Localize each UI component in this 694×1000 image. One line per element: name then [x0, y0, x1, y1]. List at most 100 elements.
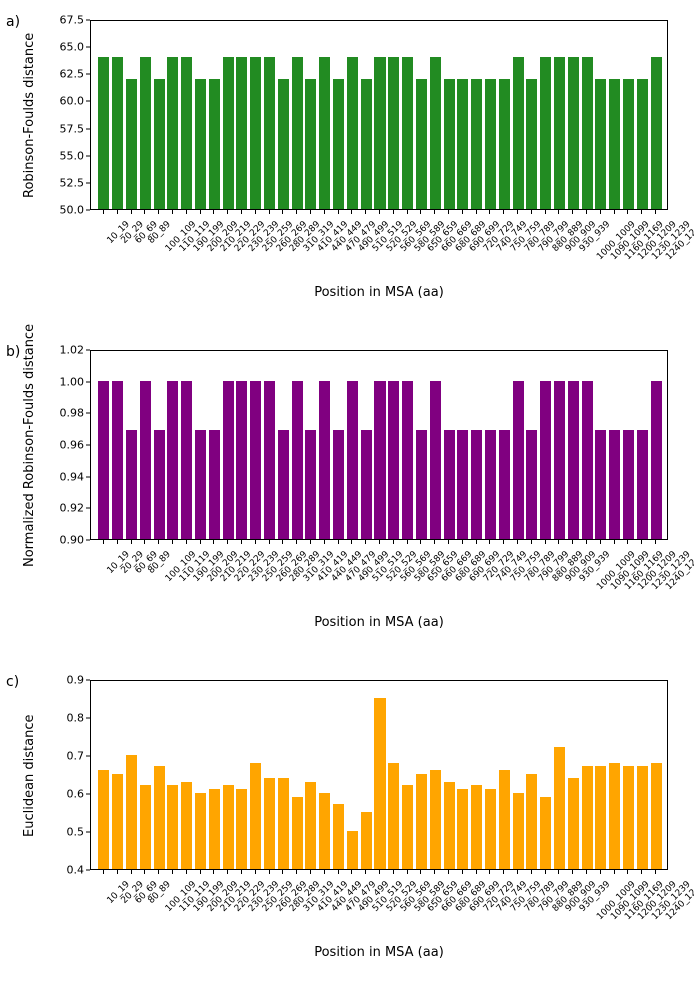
- bar: [126, 755, 137, 869]
- bar: [209, 79, 220, 209]
- xtick-mark: [641, 210, 642, 214]
- bar: [278, 79, 289, 209]
- bar: [485, 79, 496, 209]
- bar: [209, 789, 220, 869]
- ytick-label: 52.5: [60, 176, 85, 189]
- bar: [347, 381, 358, 539]
- xtick-mark: [503, 540, 504, 544]
- xtick-mark: [213, 210, 214, 214]
- xtick-mark: [282, 540, 283, 544]
- bar: [319, 793, 330, 869]
- bar: [388, 57, 399, 209]
- ytick-label: 62.5: [60, 68, 85, 81]
- xtick-mark: [572, 870, 573, 874]
- bar: [416, 430, 427, 539]
- bar: [651, 763, 662, 869]
- xtick-mark: [103, 540, 104, 544]
- xtick-mark: [131, 540, 132, 544]
- xtick-mark: [131, 210, 132, 214]
- bar: [388, 381, 399, 539]
- xtick-mark: [489, 540, 490, 544]
- bar: [112, 57, 123, 209]
- xtick-mark: [310, 870, 311, 874]
- xtick-mark: [296, 210, 297, 214]
- bar: [292, 381, 303, 539]
- bar: [361, 430, 372, 539]
- bar: [126, 79, 137, 209]
- chart-b: Normalized Robinson-Foulds distance 0.90…: [0, 350, 694, 660]
- bar: [236, 381, 247, 539]
- bar: [595, 766, 606, 869]
- bar: [250, 57, 261, 209]
- ytick-label: 0.98: [60, 407, 85, 420]
- bar: [402, 381, 413, 539]
- bar: [444, 430, 455, 539]
- bar: [499, 79, 510, 209]
- xtick-mark: [614, 870, 615, 874]
- xtick-mark: [172, 210, 173, 214]
- xtick-mark: [448, 540, 449, 544]
- xtick-mark: [655, 870, 656, 874]
- bar: [223, 57, 234, 209]
- bar: [278, 778, 289, 869]
- bar: [595, 430, 606, 539]
- xtick-mark: [365, 540, 366, 544]
- bar: [154, 766, 165, 869]
- ytick-label: 50.0: [60, 204, 85, 217]
- bar: [305, 782, 316, 869]
- xtick-mark: [227, 870, 228, 874]
- bar: [513, 57, 524, 209]
- xtick-mark: [200, 540, 201, 544]
- xtick-mark: [269, 540, 270, 544]
- xticks-c: 10_1920_2960_6980_89100_109110_119190_19…: [90, 870, 668, 940]
- bar: [471, 785, 482, 869]
- xtick-mark: [200, 870, 201, 874]
- bar: [499, 770, 510, 869]
- xtick-mark: [462, 870, 463, 874]
- xtick-mark: [213, 870, 214, 874]
- xtick-mark: [393, 540, 394, 544]
- xtick-mark: [365, 210, 366, 214]
- bar: [513, 793, 524, 869]
- xtick-mark: [407, 870, 408, 874]
- xtick-mark: [614, 210, 615, 214]
- xtick-mark: [338, 540, 339, 544]
- xtick-mark: [627, 210, 628, 214]
- bar: [554, 57, 565, 209]
- xtick-mark: [172, 870, 173, 874]
- bars-b: [91, 351, 667, 539]
- bar: [623, 430, 634, 539]
- xtick-mark: [572, 540, 573, 544]
- ytick-label: 0.94: [60, 470, 85, 483]
- xtick-mark: [186, 210, 187, 214]
- xtick-mark: [241, 870, 242, 874]
- xtick-mark: [324, 870, 325, 874]
- yticks-a: 50.052.555.057.560.062.565.067.5: [0, 20, 90, 210]
- bar: [98, 57, 109, 209]
- bar: [374, 381, 385, 539]
- bar: [374, 57, 385, 209]
- ytick-label: 65.0: [60, 41, 85, 54]
- ytick-label: 57.5: [60, 122, 85, 135]
- xtick-mark: [255, 210, 256, 214]
- xtick-mark: [586, 210, 587, 214]
- xtick-mark: [586, 870, 587, 874]
- bar: [98, 381, 109, 539]
- bar: [154, 430, 165, 539]
- bar: [292, 797, 303, 869]
- bar: [305, 79, 316, 209]
- xtick-mark: [351, 870, 352, 874]
- xtick-mark: [103, 210, 104, 214]
- bar: [471, 79, 482, 209]
- bar: [167, 785, 178, 869]
- xtick-mark: [600, 870, 601, 874]
- xtick-mark: [641, 870, 642, 874]
- plot-area-c: [90, 680, 668, 870]
- xtick-mark: [545, 210, 546, 214]
- xtick-mark: [158, 210, 159, 214]
- bar: [457, 430, 468, 539]
- xtick-mark: [324, 210, 325, 214]
- xtick-mark: [572, 210, 573, 214]
- plot-area-a: [90, 20, 668, 210]
- bar: [568, 57, 579, 209]
